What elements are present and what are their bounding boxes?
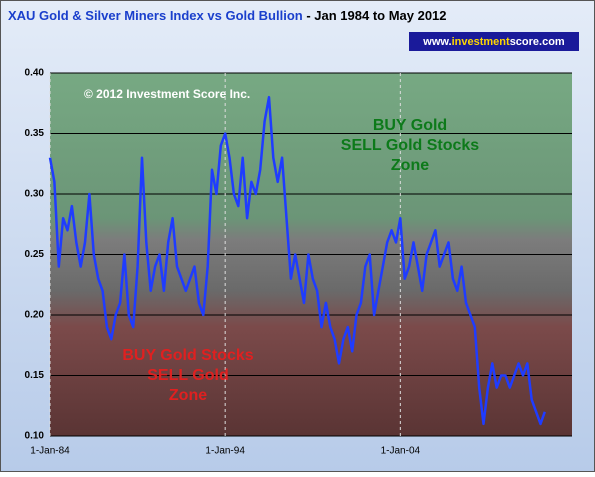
badge-part: investment	[452, 36, 510, 48]
y-tick-label: 0.35	[25, 128, 45, 139]
badge-part: www.	[422, 36, 451, 48]
x-tick-label: 1-Jan-84	[30, 446, 70, 457]
y-tick-label: 0.20	[25, 310, 45, 321]
zone-label: BUY Gold	[373, 117, 447, 134]
y-tick-label: 0.15	[25, 370, 45, 381]
badge: www.investmentscore.com	[422, 36, 565, 48]
zone-label: Zone	[169, 387, 207, 404]
chart-subtitle: - Jan 1984 to May 2012	[303, 8, 447, 23]
zone-label: Zone	[391, 157, 429, 174]
chart-title: XAU Gold & Silver Miners Index vs Gold B…	[8, 8, 303, 23]
copyright: © 2012 Investment Score Inc.	[84, 87, 250, 101]
y-tick-label: 0.10	[25, 431, 45, 442]
badge-bg	[409, 32, 579, 51]
x-tick-label: 1-Jan-04	[381, 446, 421, 457]
zone-label: SELL Gold Stocks	[341, 137, 480, 154]
zone-label: BUY Gold Stocks	[122, 347, 253, 364]
title-line: XAU Gold & Silver Miners Index vs Gold B…	[8, 8, 447, 23]
zone-label: SELL Gold	[147, 367, 228, 384]
x-tick-label: 1-Jan-94	[205, 446, 245, 457]
badge-part: score.com	[510, 36, 565, 48]
y-tick-label: 0.30	[25, 189, 45, 200]
y-tick-label: 0.40	[25, 68, 45, 79]
data-line	[48, 95, 546, 426]
y-tick-label: 0.25	[25, 249, 45, 260]
